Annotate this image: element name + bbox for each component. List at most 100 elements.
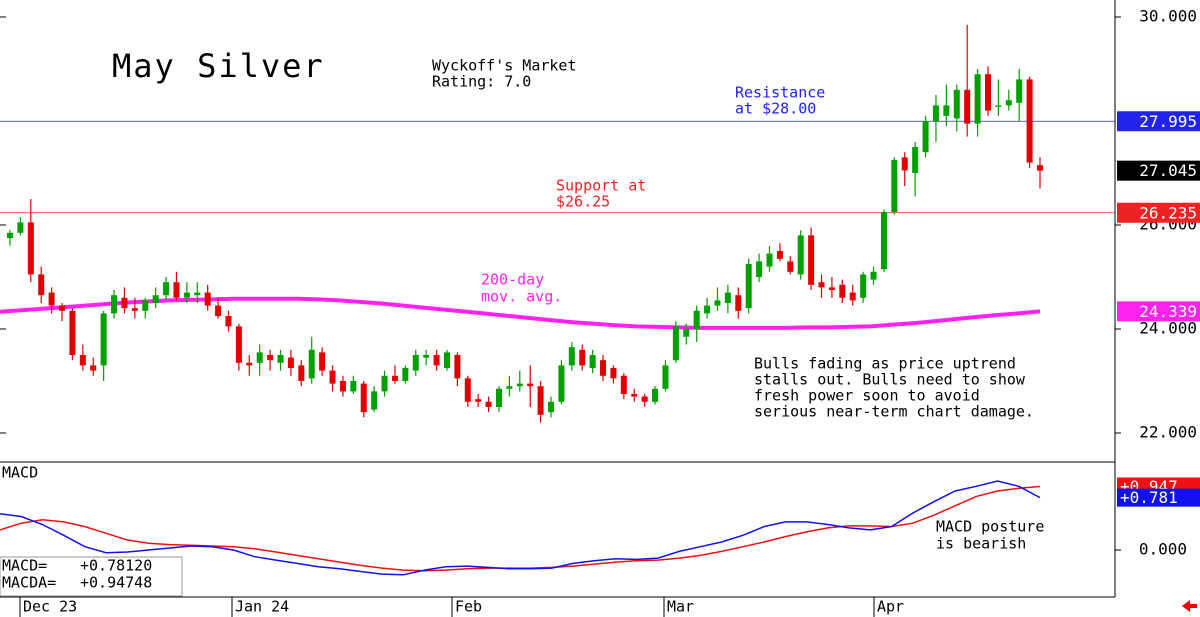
annotation: fresh power soon to avoid bbox=[754, 387, 980, 405]
candle-body bbox=[745, 263, 752, 309]
candle-body bbox=[537, 386, 544, 415]
level-marker bbox=[1117, 111, 1200, 132]
annotation: Support at bbox=[556, 177, 646, 195]
macd-tick-label: 0.000 bbox=[1139, 540, 1187, 559]
annotation: Bulls fading as price uptrend bbox=[754, 355, 1016, 373]
candle-body bbox=[641, 396, 648, 402]
annotation: is bearish bbox=[936, 535, 1026, 553]
candle-body bbox=[766, 253, 773, 267]
candle-body bbox=[90, 365, 97, 371]
candle-body bbox=[433, 354, 440, 366]
candle-body bbox=[298, 365, 305, 381]
x-tick-label: Apr bbox=[877, 598, 904, 616]
candle-body bbox=[808, 235, 815, 285]
candle-body bbox=[339, 380, 346, 392]
candle-body bbox=[69, 310, 76, 355]
candle-body bbox=[173, 282, 180, 298]
candle-body bbox=[391, 375, 398, 381]
candle-body bbox=[787, 261, 794, 272]
annotation: mov. avg. bbox=[481, 288, 562, 306]
annotation: stalls out. Bulls need to show bbox=[754, 371, 1026, 389]
readout-value: +0.94748 bbox=[80, 574, 152, 592]
candle-body bbox=[59, 305, 66, 311]
moving-average bbox=[0, 296, 1041, 330]
level-marker bbox=[1117, 301, 1200, 322]
candle-body bbox=[610, 367, 617, 379]
candle-body bbox=[371, 391, 378, 410]
candle-body bbox=[943, 105, 950, 116]
candle-body bbox=[693, 310, 700, 329]
candle-body bbox=[631, 393, 638, 397]
candle-body bbox=[17, 222, 24, 233]
candle-body bbox=[506, 386, 513, 389]
candle-body bbox=[818, 282, 825, 288]
x-tick-label: Dec 23 bbox=[23, 598, 77, 616]
candle-body bbox=[194, 292, 201, 296]
candle-body bbox=[891, 159, 898, 212]
candle-body bbox=[548, 401, 555, 413]
level-label: 26.235 bbox=[1139, 203, 1197, 222]
candle-body bbox=[964, 89, 971, 124]
annotation: Rating: 7.0 bbox=[432, 73, 531, 91]
candle-body bbox=[225, 315, 232, 327]
candle-body bbox=[953, 89, 960, 119]
candle-body bbox=[38, 274, 45, 296]
macd-value-label: +0.781 bbox=[1120, 488, 1178, 507]
annotation: 200-day bbox=[481, 271, 544, 289]
candle-body bbox=[568, 347, 575, 366]
annotation: $26.25 bbox=[556, 193, 610, 211]
candle-body bbox=[704, 305, 711, 314]
candle-body bbox=[277, 354, 284, 363]
candle-body bbox=[797, 235, 804, 275]
chart-title: May Silver bbox=[112, 47, 325, 85]
candle-body bbox=[121, 297, 128, 309]
readout-box bbox=[0, 556, 183, 597]
y-tick-label: 24.000 bbox=[1139, 318, 1197, 337]
macd-title: MACD bbox=[2, 464, 38, 482]
candle-body bbox=[402, 367, 409, 381]
candle-body bbox=[235, 326, 242, 363]
level-marker bbox=[1117, 160, 1200, 181]
candle-body bbox=[142, 300, 149, 311]
candle-body bbox=[589, 354, 596, 368]
annotation: MACD posture bbox=[936, 518, 1044, 536]
y-tick-label: 30.000 bbox=[1139, 7, 1197, 26]
level-label: 27.045 bbox=[1139, 161, 1197, 180]
candle-body bbox=[652, 388, 659, 402]
candle-body bbox=[287, 357, 294, 368]
candle-body bbox=[443, 352, 450, 368]
candle-body bbox=[735, 295, 742, 311]
candle-body bbox=[246, 362, 253, 366]
candle-body bbox=[152, 295, 159, 303]
candle-body bbox=[600, 360, 607, 376]
candle-body bbox=[256, 352, 263, 363]
candle-body bbox=[880, 211, 887, 270]
candle-body bbox=[215, 305, 222, 316]
x-tick-label: Feb bbox=[455, 598, 482, 616]
candle-body bbox=[984, 74, 991, 111]
candle-body bbox=[319, 352, 326, 371]
candle-body bbox=[1037, 165, 1043, 171]
candle-body bbox=[1005, 100, 1012, 106]
candle-body bbox=[412, 354, 419, 371]
candle-body bbox=[974, 74, 981, 124]
readout-name: MACDA= bbox=[2, 574, 56, 592]
y-tick-label: 22.000 bbox=[1139, 422, 1197, 441]
x-tick-label: Jan 24 bbox=[235, 598, 289, 616]
macd-marker bbox=[1117, 488, 1200, 507]
candle-body bbox=[485, 401, 492, 407]
candle-body bbox=[350, 380, 357, 392]
candle-body bbox=[100, 313, 107, 366]
candle-body bbox=[527, 383, 534, 387]
candle-body bbox=[308, 349, 315, 379]
candle-body bbox=[183, 292, 190, 298]
candle-body bbox=[849, 292, 856, 301]
candle-body bbox=[995, 105, 1002, 107]
candle-body bbox=[714, 300, 721, 306]
candle-body bbox=[870, 271, 877, 280]
candle-body bbox=[1026, 79, 1033, 163]
candle-body bbox=[7, 232, 13, 238]
candle-body bbox=[662, 365, 669, 389]
x-tick-label: Mar bbox=[667, 598, 694, 616]
